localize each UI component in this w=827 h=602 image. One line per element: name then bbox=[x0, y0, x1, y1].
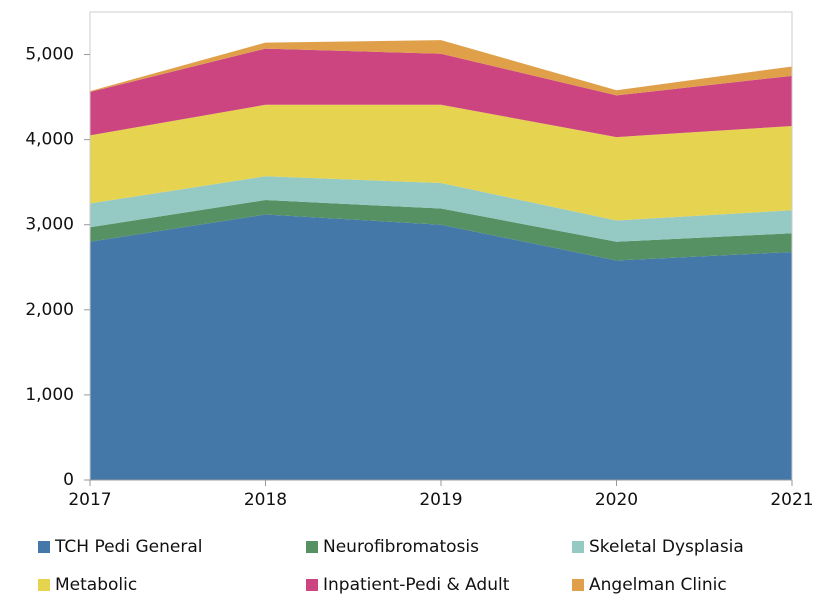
y-tick-label: 2,000 bbox=[25, 300, 74, 320]
x-tick-label: 2020 bbox=[595, 490, 638, 510]
y-tick-label: 4,000 bbox=[25, 130, 74, 150]
area bbox=[90, 176, 792, 242]
area bbox=[90, 48, 792, 138]
area bbox=[90, 104, 792, 221]
area bbox=[90, 40, 792, 96]
legend-label: TCH Pedi General bbox=[54, 537, 202, 557]
y-tick-label: 0 bbox=[63, 470, 74, 490]
legend-label: Inpatient-Pedi & Adult bbox=[323, 575, 510, 595]
x-tick-label: 2021 bbox=[770, 490, 813, 510]
y-tick-label: 1,000 bbox=[25, 385, 74, 405]
legend-label: Angelman Clinic bbox=[589, 575, 727, 595]
legend-label: Neurofibromatosis bbox=[323, 537, 479, 557]
x-tick-label: 2018 bbox=[244, 490, 287, 510]
y-tick-label: 5,000 bbox=[25, 45, 74, 65]
x-tick-label: 2017 bbox=[68, 490, 111, 510]
legend-swatch bbox=[306, 541, 318, 553]
legend-swatch bbox=[572, 541, 584, 553]
legend-label: Skeletal Dysplasia bbox=[589, 537, 744, 557]
legend-swatch bbox=[572, 579, 584, 591]
legend-swatch bbox=[306, 579, 318, 591]
legend-swatch bbox=[38, 579, 50, 591]
legend-swatch bbox=[38, 541, 50, 553]
x-tick-label: 2019 bbox=[419, 490, 462, 510]
y-tick-label: 3,000 bbox=[25, 215, 74, 235]
legend-label: Metabolic bbox=[55, 575, 137, 595]
area bbox=[90, 200, 792, 261]
area bbox=[90, 214, 792, 480]
